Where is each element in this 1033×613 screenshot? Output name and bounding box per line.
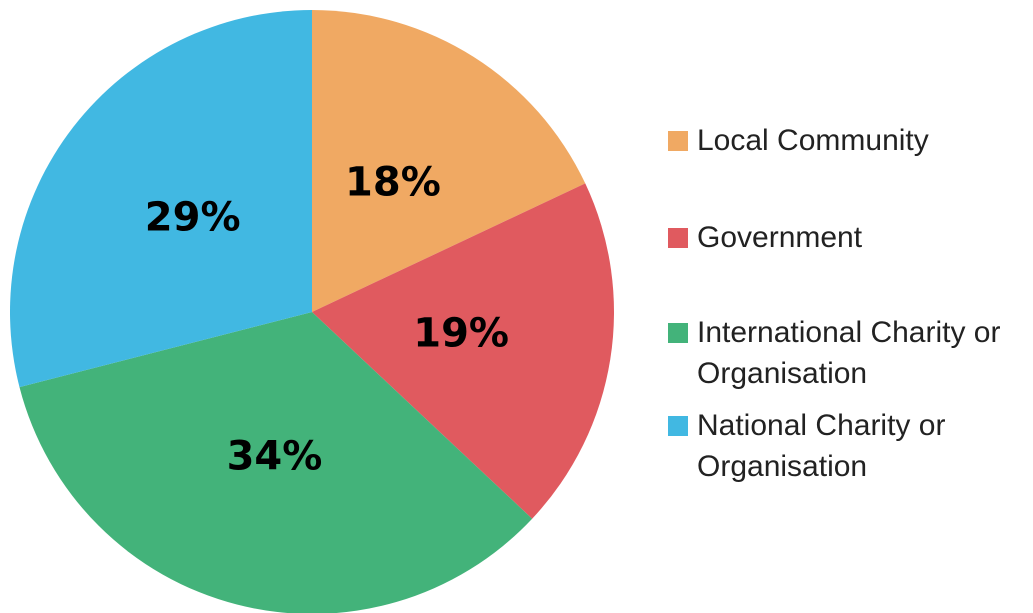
- legend-swatch: [668, 323, 688, 343]
- legend-swatch: [668, 416, 688, 436]
- legend-swatch: [668, 131, 688, 151]
- legend-label: Government: [697, 221, 863, 254]
- pie-slice: [312, 183, 614, 519]
- data-label: 19%: [413, 311, 509, 357]
- pie-slice: [312, 10, 586, 312]
- pie-slice: [9, 10, 312, 388]
- pie-slice: [19, 312, 533, 613]
- legend-label: National Charity or Organisation: [697, 409, 946, 483]
- legend-item: International Charity or Organisation: [668, 312, 1033, 394]
- legend-label: Local Community: [697, 124, 929, 157]
- legend-item: Local Community: [668, 120, 1033, 161]
- legend-swatch: [668, 228, 688, 248]
- legend-label: International Charity or Organisation: [697, 316, 1001, 390]
- chart: 18% 19% 34% 29%: [9, 10, 614, 613]
- legend-item: Government: [668, 217, 1033, 258]
- data-label: 34%: [227, 433, 323, 479]
- data-label: 18%: [345, 160, 441, 206]
- data-label: 29%: [145, 194, 241, 240]
- legend-item: National Charity or Organisation: [668, 405, 1033, 487]
